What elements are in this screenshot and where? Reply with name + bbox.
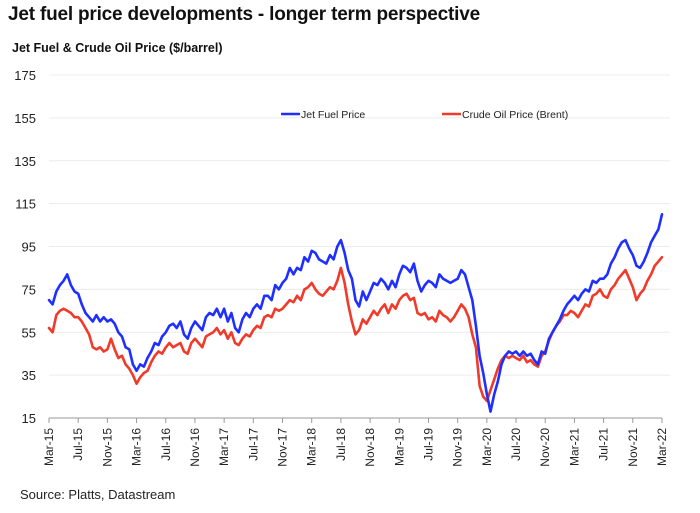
y-tick-label: 155 [14,111,36,126]
legend-label: Crude Oil Price (Brent) [462,109,568,121]
x-tick-label: Jul-20 [509,428,523,461]
x-tick-label: Mar-18 [305,428,319,466]
x-tick-label: Jul-21 [597,428,611,461]
x-tick-label: Mar-15 [42,428,56,466]
x-tick-label: Nov-20 [538,428,552,467]
x-tick-label: Jul-17 [246,428,260,461]
y-tick-label: 35 [22,368,36,383]
y-tick-label: 75 [22,282,36,297]
chart-title: Jet fuel price developments - longer ter… [8,4,480,25]
x-tick-label: Mar-21 [567,428,581,466]
x-tick-label: Jul-18 [334,428,348,461]
x-tick-label: Mar-20 [480,428,494,466]
series-group [47,213,664,413]
x-tick-label: Jul-16 [159,428,173,461]
x-tick-label: Nov-19 [451,428,465,467]
gridlines [49,74,670,376]
legend-label: Jet Fuel Price [301,109,365,121]
y-tick-label: 135 [14,154,36,169]
x-tick-label: Mar-17 [217,428,231,466]
y-tick-label: 175 [14,68,36,83]
x-tick-label: Mar-19 [392,428,406,466]
x-tick-label: Nov-18 [363,428,377,467]
y-tick-label: 115 [15,197,36,212]
x-axis: Mar-15 Jul-15 Nov-15 Mar-16 Jul-16 Nov-16 Mar-… [42,417,669,467]
series-line-jet-fuel-price [47,213,664,413]
series-line-crude-oil-price-brent [47,255,664,403]
x-tick-label: Nov-16 [188,428,202,467]
legend-item: Crude Oil Price (Brent) [442,109,568,121]
x-tick-label: Nov-17 [276,428,290,467]
x-tick-label: Nov-15 [100,428,114,467]
x-tick-label: Jul-19 [421,428,435,461]
y-tick-label: 95 [22,240,36,255]
x-tick-label: Nov-21 [626,428,640,467]
y-axis: 15 35 55 75 95 115 135 155 175 [14,68,36,426]
source-note: Source: Platts, Datastream [20,487,176,502]
y-tick-label: 55 [22,325,36,340]
legend-item: Jet Fuel Price [281,109,365,121]
x-tick-label: Jul-15 [71,428,85,461]
legend: Jet Fuel Price Crude Oil Price (Brent) [281,109,568,121]
y-tick-label: 15 [22,411,36,426]
x-tick-label: Mar-16 [130,428,144,466]
chart-subtitle: Jet Fuel & Crude Oil Price ($/barrel) [12,41,223,55]
x-tick-label: Mar-22 [655,428,669,466]
